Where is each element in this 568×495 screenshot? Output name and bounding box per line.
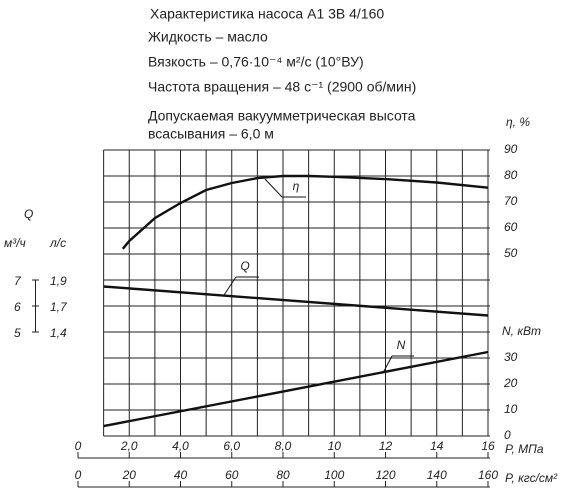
x2-axis-label: P, кгс/см² <box>505 471 558 485</box>
x2-tick-label: 80 <box>276 468 290 482</box>
title-line: Частота вращения – 48 с⁻¹ (2900 об/мин) <box>148 79 416 95</box>
n-tick-label: 20 <box>503 376 518 390</box>
x-tick-label: 14 <box>430 439 444 453</box>
title-line: всасывания – 6,0 м <box>148 126 274 142</box>
curve-label: Q <box>240 259 249 273</box>
leader <box>223 276 237 296</box>
leader <box>382 355 393 374</box>
title-line: Допускаемая вакуумметрическая высота <box>148 108 416 124</box>
n-tick-label: 30 <box>504 350 518 364</box>
x-tick-label: 0 <box>75 439 82 453</box>
x2-tick-label: 40 <box>174 468 188 482</box>
x-tick-label: 6,0 <box>223 439 240 453</box>
x-tick-label: 16 <box>481 439 495 453</box>
eta-tick-label: 50 <box>504 246 518 260</box>
curve-n <box>103 350 489 428</box>
eta-tick-label: 70 <box>504 194 518 208</box>
eta-tick-label: 60 <box>504 220 518 234</box>
q-unit-m3h: м³/ч <box>4 236 26 250</box>
x2-tick-label: 60 <box>225 468 239 482</box>
n-tick-label: 10 <box>504 402 518 416</box>
title-line: Вязкость – 0,76·10⁻⁴ м²/с (10°ВУ) <box>148 54 364 70</box>
n-tick-label: 0 <box>504 428 511 442</box>
x2-tick-label: 120 <box>375 468 395 482</box>
x-tick-label: 10 <box>328 439 342 453</box>
q-m3h-tick-label: 6 <box>14 300 21 314</box>
q-m3h-tick-label: 5 <box>14 326 21 340</box>
q-tick-label: 1,4 <box>50 326 67 340</box>
eta-axis-label: η, % <box>506 115 530 129</box>
title-line: Характеристика насоса А1 3В 4/160 <box>150 6 384 22</box>
q-m3h-tick-label: 7 <box>14 274 22 288</box>
curve-label: η <box>293 179 300 193</box>
x2-tick-label: 0 <box>75 468 82 482</box>
n-axis-label: N, кВт <box>502 324 541 338</box>
eta-tick-label: 90 <box>504 142 518 156</box>
q-tick-label: 1,7 <box>50 300 68 314</box>
x2-tick-label: 20 <box>122 468 137 482</box>
title-line: Жидкость – масло <box>148 29 268 45</box>
leader <box>264 178 283 198</box>
x-axis-label: P, МПа <box>505 442 544 456</box>
x-tick-label: 4,0 <box>172 439 189 453</box>
curve-q <box>103 285 489 317</box>
q-axis-label: Q <box>24 207 33 221</box>
x-tick-label: 12 <box>379 439 393 453</box>
x-tick-label: 8,0 <box>275 439 292 453</box>
x2-tick-label: 140 <box>427 468 447 482</box>
x2-tick-label: 160 <box>478 468 498 482</box>
q-unit-ls: л/с <box>49 236 66 250</box>
curve-label: N <box>397 338 406 352</box>
curve-eta <box>121 174 489 250</box>
x-tick-label: 2,0 <box>120 439 138 453</box>
x2-tick-label: 100 <box>324 468 344 482</box>
q-tick-label: 1,9 <box>50 274 67 288</box>
eta-tick-label: 80 <box>504 168 518 182</box>
